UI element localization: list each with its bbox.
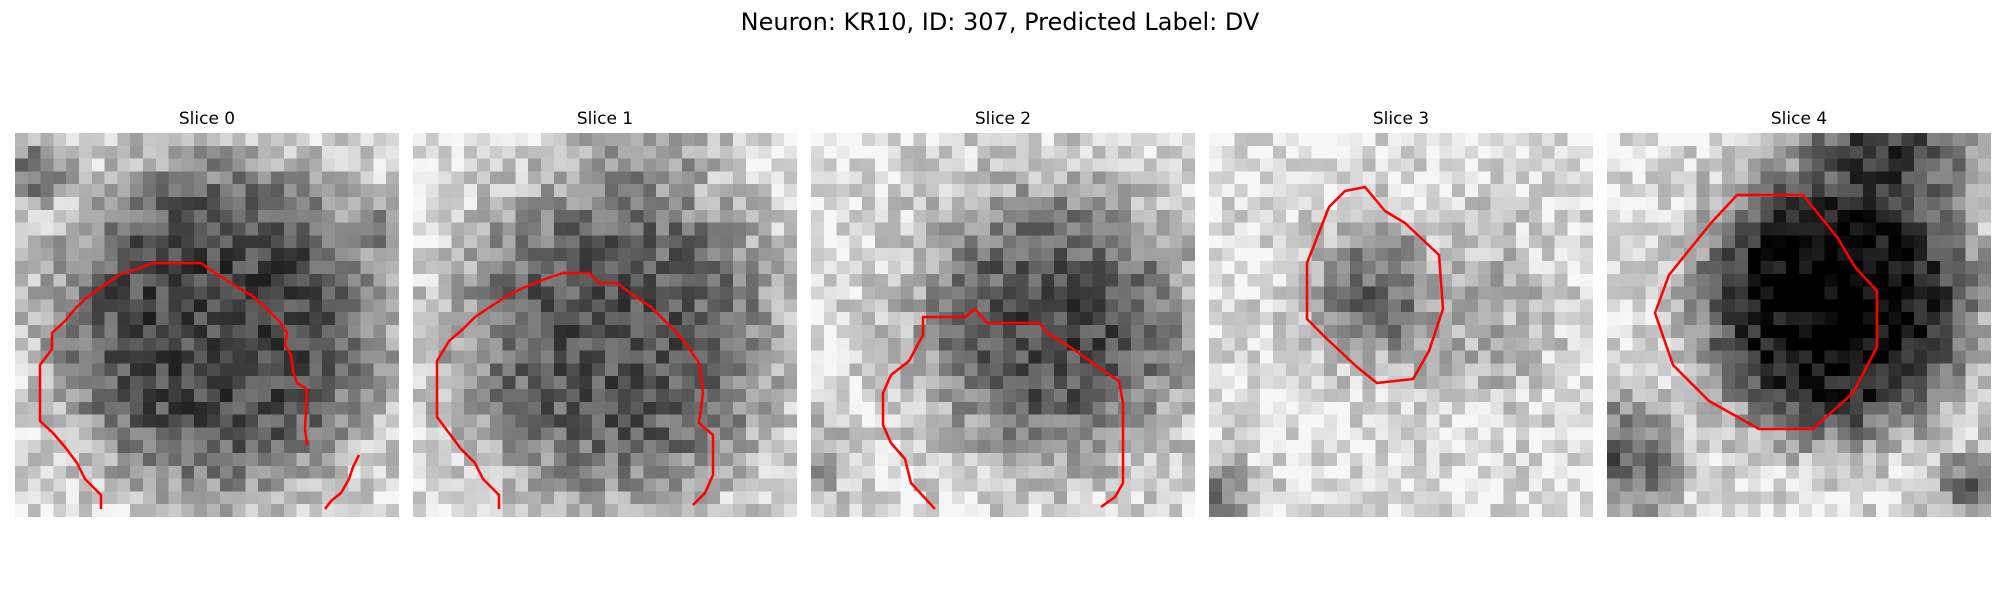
slice-image <box>413 133 797 517</box>
roi-contour <box>881 307 1125 510</box>
figure-title: Neuron: KR10, ID: 307, Predicted Label: … <box>740 8 1260 36</box>
roi-contour <box>1653 193 1879 431</box>
roi-contour <box>1305 185 1445 385</box>
grayscale-patch <box>1209 133 1593 517</box>
grayscale-patch <box>811 133 1195 517</box>
slice-title: Slice 1 <box>576 109 634 129</box>
grayscale-patch <box>413 133 797 517</box>
slice-image <box>1209 133 1593 517</box>
slice-title: Slice 2 <box>974 109 1032 129</box>
grayscale-patch <box>15 133 399 517</box>
slice-image <box>811 133 1195 517</box>
slice-title: Slice 3 <box>1372 109 1430 129</box>
roi-contour <box>38 261 361 510</box>
roi-contour <box>435 271 715 509</box>
grayscale-patch <box>1607 133 1991 517</box>
slice-title: Slice 4 <box>1770 109 1828 129</box>
slice-title: Slice 0 <box>178 109 236 129</box>
slice-image <box>1607 133 1991 517</box>
slice-image <box>15 133 399 517</box>
